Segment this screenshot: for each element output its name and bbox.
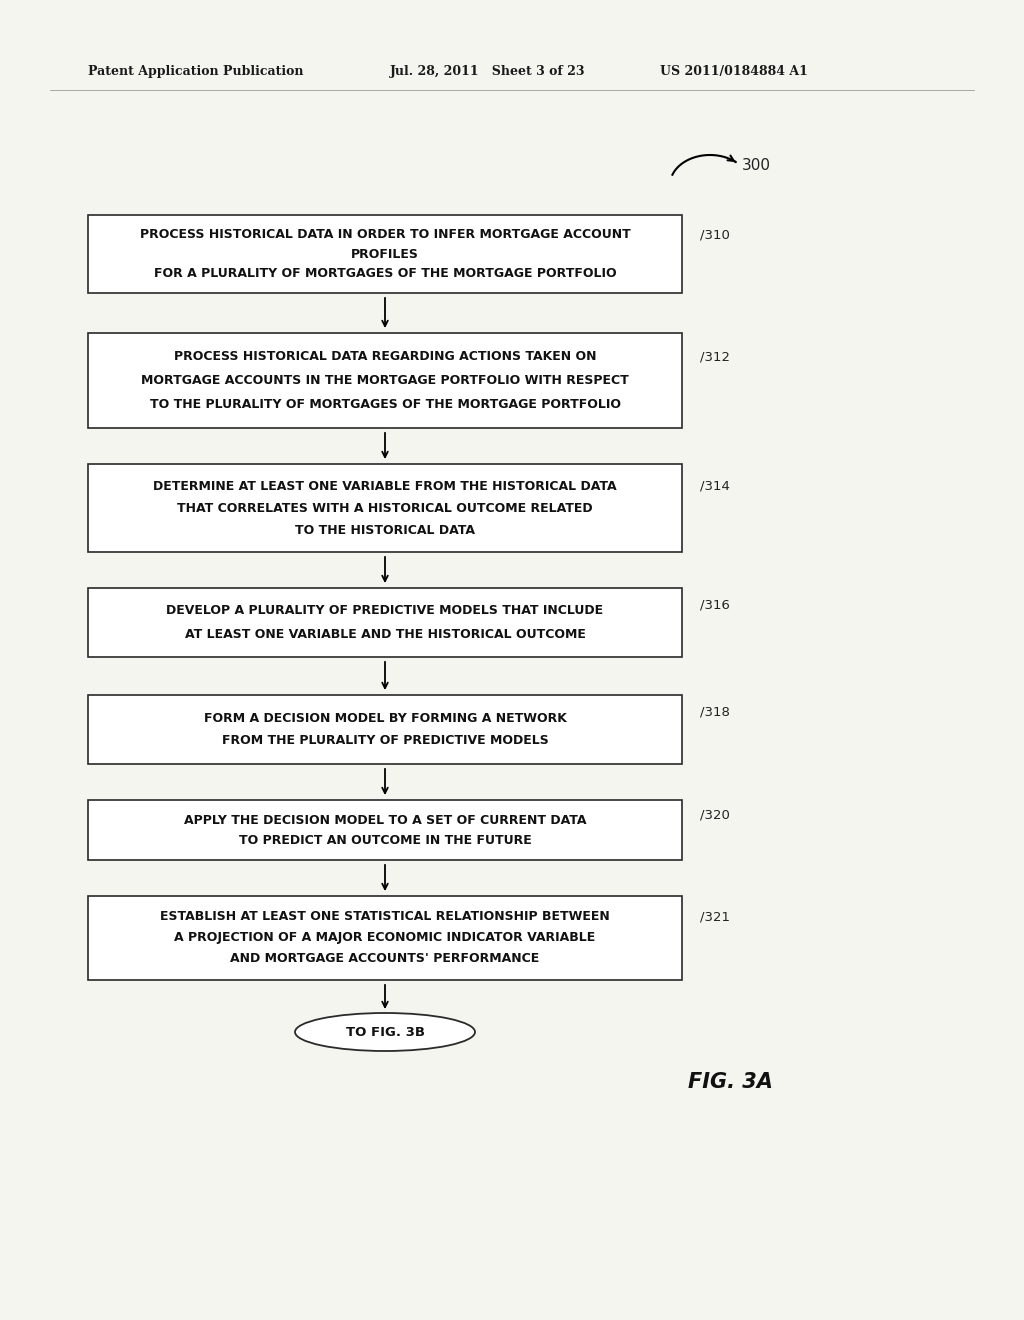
- Text: US 2011/0184884 A1: US 2011/0184884 A1: [660, 66, 808, 78]
- Text: TO PREDICT AN OUTCOME IN THE FUTURE: TO PREDICT AN OUTCOME IN THE FUTURE: [239, 833, 531, 846]
- Text: TO FIG. 3B: TO FIG. 3B: [345, 1026, 425, 1039]
- Text: Jul. 28, 2011   Sheet 3 of 23: Jul. 28, 2011 Sheet 3 of 23: [390, 66, 586, 78]
- Text: TO THE HISTORICAL DATA: TO THE HISTORICAL DATA: [295, 524, 475, 536]
- Bar: [88, 800, 682, 861]
- Ellipse shape: [295, 1012, 475, 1051]
- Bar: [88, 333, 682, 428]
- Text: FOR A PLURALITY OF MORTGAGES OF THE MORTGAGE PORTFOLIO: FOR A PLURALITY OF MORTGAGES OF THE MORT…: [154, 267, 616, 280]
- Text: FORM A DECISION MODEL BY FORMING A NETWORK: FORM A DECISION MODEL BY FORMING A NETWO…: [204, 711, 566, 725]
- Text: PROCESS HISTORICAL DATA IN ORDER TO INFER MORTGAGE ACCOUNT: PROCESS HISTORICAL DATA IN ORDER TO INFE…: [139, 228, 631, 242]
- Text: FIG. 3A: FIG. 3A: [687, 1072, 772, 1092]
- Text: DEVELOP A PLURALITY OF PREDICTIVE MODELS THAT INCLUDE: DEVELOP A PLURALITY OF PREDICTIVE MODELS…: [167, 605, 603, 618]
- Text: /310: /310: [700, 228, 730, 242]
- Text: /318: /318: [700, 706, 730, 719]
- Bar: [88, 896, 682, 979]
- Text: /321: /321: [700, 911, 730, 924]
- Text: /314: /314: [700, 479, 730, 492]
- Text: PROCESS HISTORICAL DATA REGARDING ACTIONS TAKEN ON: PROCESS HISTORICAL DATA REGARDING ACTION…: [174, 350, 596, 363]
- Text: APPLY THE DECISION MODEL TO A SET OF CURRENT DATA: APPLY THE DECISION MODEL TO A SET OF CUR…: [183, 813, 587, 826]
- Text: DETERMINE AT LEAST ONE VARIABLE FROM THE HISTORICAL DATA: DETERMINE AT LEAST ONE VARIABLE FROM THE…: [154, 479, 616, 492]
- Text: FROM THE PLURALITY OF PREDICTIVE MODELS: FROM THE PLURALITY OF PREDICTIVE MODELS: [221, 734, 549, 747]
- Text: /316: /316: [700, 599, 730, 611]
- Text: THAT CORRELATES WITH A HISTORICAL OUTCOME RELATED: THAT CORRELATES WITH A HISTORICAL OUTCOM…: [177, 502, 593, 515]
- Bar: [88, 696, 682, 764]
- Text: MORTGAGE ACCOUNTS IN THE MORTGAGE PORTFOLIO WITH RESPECT: MORTGAGE ACCOUNTS IN THE MORTGAGE PORTFO…: [141, 374, 629, 387]
- Text: AT LEAST ONE VARIABLE AND THE HISTORICAL OUTCOME: AT LEAST ONE VARIABLE AND THE HISTORICAL…: [184, 627, 586, 640]
- Text: PROFILES: PROFILES: [351, 248, 419, 260]
- Text: Patent Application Publication: Patent Application Publication: [88, 66, 303, 78]
- Text: /312: /312: [700, 350, 730, 363]
- Bar: [88, 465, 682, 552]
- Text: A PROJECTION OF A MAJOR ECONOMIC INDICATOR VARIABLE: A PROJECTION OF A MAJOR ECONOMIC INDICAT…: [174, 932, 596, 945]
- Text: ESTABLISH AT LEAST ONE STATISTICAL RELATIONSHIP BETWEEN: ESTABLISH AT LEAST ONE STATISTICAL RELAT…: [160, 911, 610, 924]
- Text: 300: 300: [742, 157, 771, 173]
- Text: AND MORTGAGE ACCOUNTS' PERFORMANCE: AND MORTGAGE ACCOUNTS' PERFORMANCE: [230, 953, 540, 965]
- Bar: [88, 587, 682, 657]
- Bar: [88, 215, 682, 293]
- Text: TO THE PLURALITY OF MORTGAGES OF THE MORTGAGE PORTFOLIO: TO THE PLURALITY OF MORTGAGES OF THE MOR…: [150, 397, 621, 411]
- Text: /320: /320: [700, 808, 730, 821]
